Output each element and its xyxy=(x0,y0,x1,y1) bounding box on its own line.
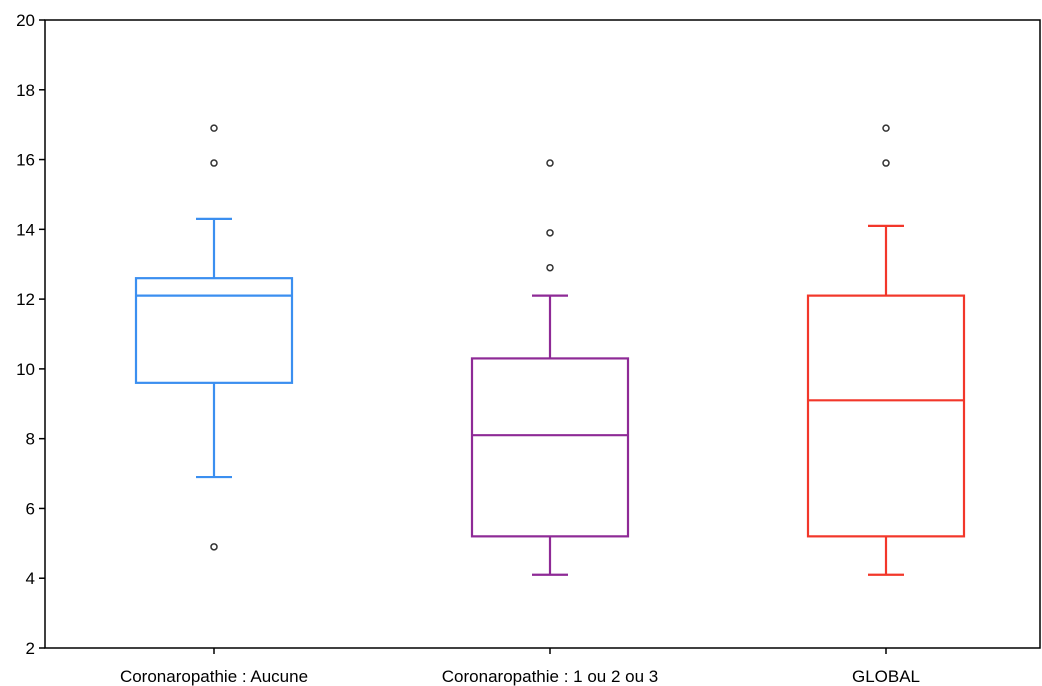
y-tick-label: 16 xyxy=(16,151,35,170)
x-category-label: Coronaropathie : Aucune xyxy=(120,667,308,686)
x-axis: Coronaropathie : Aucune Coronaropathie : … xyxy=(120,648,920,686)
y-tick-label: 12 xyxy=(16,290,35,309)
box-group xyxy=(806,124,966,576)
outlier-point xyxy=(882,124,890,132)
box-iqr xyxy=(806,294,966,538)
y-tick-label: 18 xyxy=(16,81,35,100)
outlier-point xyxy=(210,543,218,551)
boxes xyxy=(134,124,966,576)
outlier-point xyxy=(546,159,554,167)
outlier-point xyxy=(210,124,218,132)
y-axis: 2 4 6 8 10 12 14 16 18 20 xyxy=(16,11,45,658)
y-tick-label: 14 xyxy=(16,220,35,239)
y-tick-label: 2 xyxy=(26,639,35,658)
box-group xyxy=(470,159,630,576)
x-category-label: GLOBAL xyxy=(852,667,920,686)
y-tick-label: 20 xyxy=(16,11,35,30)
plot-frame xyxy=(44,19,1041,649)
outlier-point xyxy=(210,159,218,167)
box-iqr xyxy=(470,357,630,538)
box-iqr xyxy=(134,277,294,384)
y-tick-label: 4 xyxy=(26,569,35,588)
outlier-point xyxy=(546,263,554,272)
x-category-label: Coronaropathie : 1 ou 2 ou 3 xyxy=(442,667,658,686)
box-group xyxy=(134,124,294,551)
y-tick-label: 10 xyxy=(16,360,35,379)
outlier-point xyxy=(882,159,890,167)
outlier-point xyxy=(546,229,554,237)
y-tick-label: 8 xyxy=(26,430,35,449)
y-tick-label: 6 xyxy=(26,499,35,518)
